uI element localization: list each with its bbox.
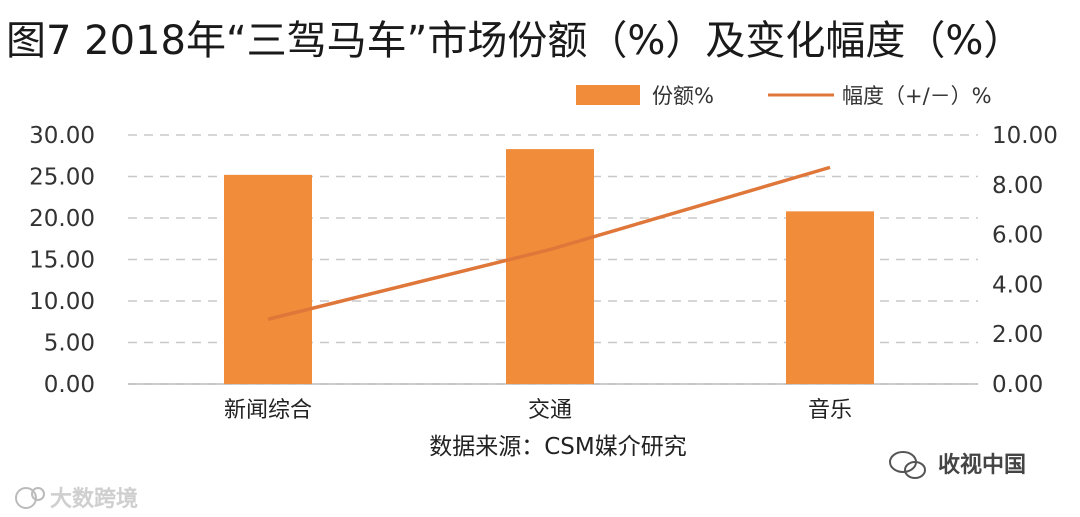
left-tick-label: 25.00 (29, 165, 95, 191)
left-tick-label: 5.00 (44, 331, 95, 357)
watermark-left-text: 大数跨境 (50, 486, 138, 512)
watermark-right: 收视中国 (889, 451, 1026, 479)
right-tick-label: 4.00 (992, 272, 1043, 298)
bar-交通 (506, 149, 594, 384)
left-axis-ticks: 0.00 5.00 10.00 15.00 20.00 25.00 30.00 (29, 123, 95, 398)
left-tick-label: 30.00 (29, 123, 95, 149)
wechat-icon (889, 451, 926, 479)
right-tick-label: 10.00 (992, 123, 1058, 149)
left-tick-label: 15.00 (29, 248, 95, 274)
left-tick-label: 20.00 (29, 206, 95, 232)
source-note: 数据来源：CSM媒介研究 (429, 434, 687, 460)
change-line-layer (267, 165, 831, 321)
legend-label-change: 幅度（+/－）% (842, 84, 992, 108)
left-tick-label: 0.00 (44, 372, 95, 398)
legend-label-share: 份额% (652, 84, 714, 108)
chart-title: 图7 2018年“三驾马车”市场份额（%）及变化幅度（%） (6, 18, 1023, 64)
watermark-left: 大数跨境 (15, 486, 138, 512)
weibo-icon (15, 487, 45, 509)
bars (224, 149, 874, 384)
change-line (267, 165, 831, 321)
category-labels: 新闻综合 交通 音乐 (224, 398, 852, 423)
right-tick-label: 8.00 (992, 173, 1043, 199)
category-label: 音乐 (808, 398, 852, 423)
right-tick-label: 0.00 (992, 372, 1043, 398)
category-label: 新闻综合 (224, 398, 312, 423)
left-tick-label: 10.00 (29, 289, 95, 315)
bar-音乐 (786, 211, 874, 384)
legend: 份额% 幅度（+/－）% (576, 84, 992, 108)
watermark-right-text: 收视中国 (938, 452, 1026, 478)
right-axis-ticks: 0.00 2.00 4.00 6.00 8.00 10.00 (992, 123, 1058, 398)
bar-新闻综合 (224, 174, 312, 384)
right-tick-label: 6.00 (992, 223, 1043, 249)
category-label: 交通 (528, 398, 572, 423)
legend-swatch-share (576, 85, 640, 105)
right-tick-label: 2.00 (992, 322, 1043, 348)
